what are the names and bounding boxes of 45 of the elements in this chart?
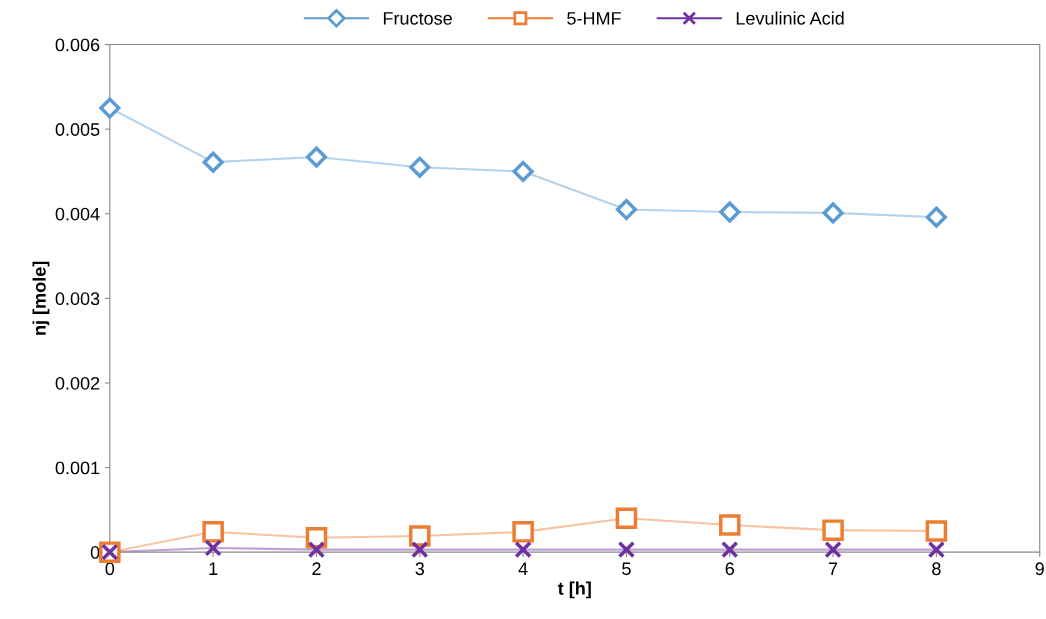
point — [824, 540, 842, 559]
y-tick-label: 0.004 — [55, 207, 100, 221]
x-axis-title: t [h] — [557, 581, 591, 599]
y-axis-title: nj [mole] — [32, 261, 50, 335]
point — [409, 156, 431, 178]
y-tick-label: 0.005 — [55, 123, 100, 136]
y-tick-label: 0.003 — [55, 292, 100, 306]
point — [409, 525, 431, 547]
y-tick-label: 0.001 — [55, 461, 100, 475]
x-tick-label: 1 — [209, 562, 218, 575]
point — [927, 540, 946, 559]
point — [204, 539, 222, 557]
y-tick-label: 0.002 — [55, 376, 100, 390]
x-tick-label: 2 — [312, 562, 321, 575]
point — [307, 540, 326, 559]
point — [925, 520, 948, 542]
legend-label: 5-HMF — [567, 12, 621, 25]
point — [822, 202, 844, 224]
point — [719, 201, 741, 223]
point — [305, 146, 328, 168]
point — [202, 151, 224, 173]
point — [721, 540, 739, 559]
x-tick-label: 5 — [622, 562, 631, 576]
x-tick-label: 0 — [105, 562, 115, 576]
x-tick-label: 4 — [518, 562, 528, 575]
x-tick-label: 9 — [1035, 562, 1044, 576]
point — [514, 540, 532, 559]
point — [512, 160, 534, 183]
point — [202, 521, 224, 543]
point — [99, 97, 121, 119]
legend-label: Fructose — [383, 12, 452, 25]
point — [411, 540, 429, 559]
x-tick-label: 3 — [415, 562, 425, 576]
point — [615, 198, 638, 221]
legend-label: Levulinic Acid — [736, 11, 844, 25]
x-tick-label: 8 — [932, 562, 941, 576]
point — [925, 206, 947, 228]
point — [718, 514, 741, 536]
point — [512, 521, 534, 543]
y-tick-label: 0.006 — [55, 38, 100, 52]
point — [615, 507, 638, 530]
x-tick-label: 7 — [828, 562, 838, 575]
point — [617, 540, 636, 559]
point — [822, 519, 844, 541]
x-tick-label: 6 — [725, 562, 734, 576]
